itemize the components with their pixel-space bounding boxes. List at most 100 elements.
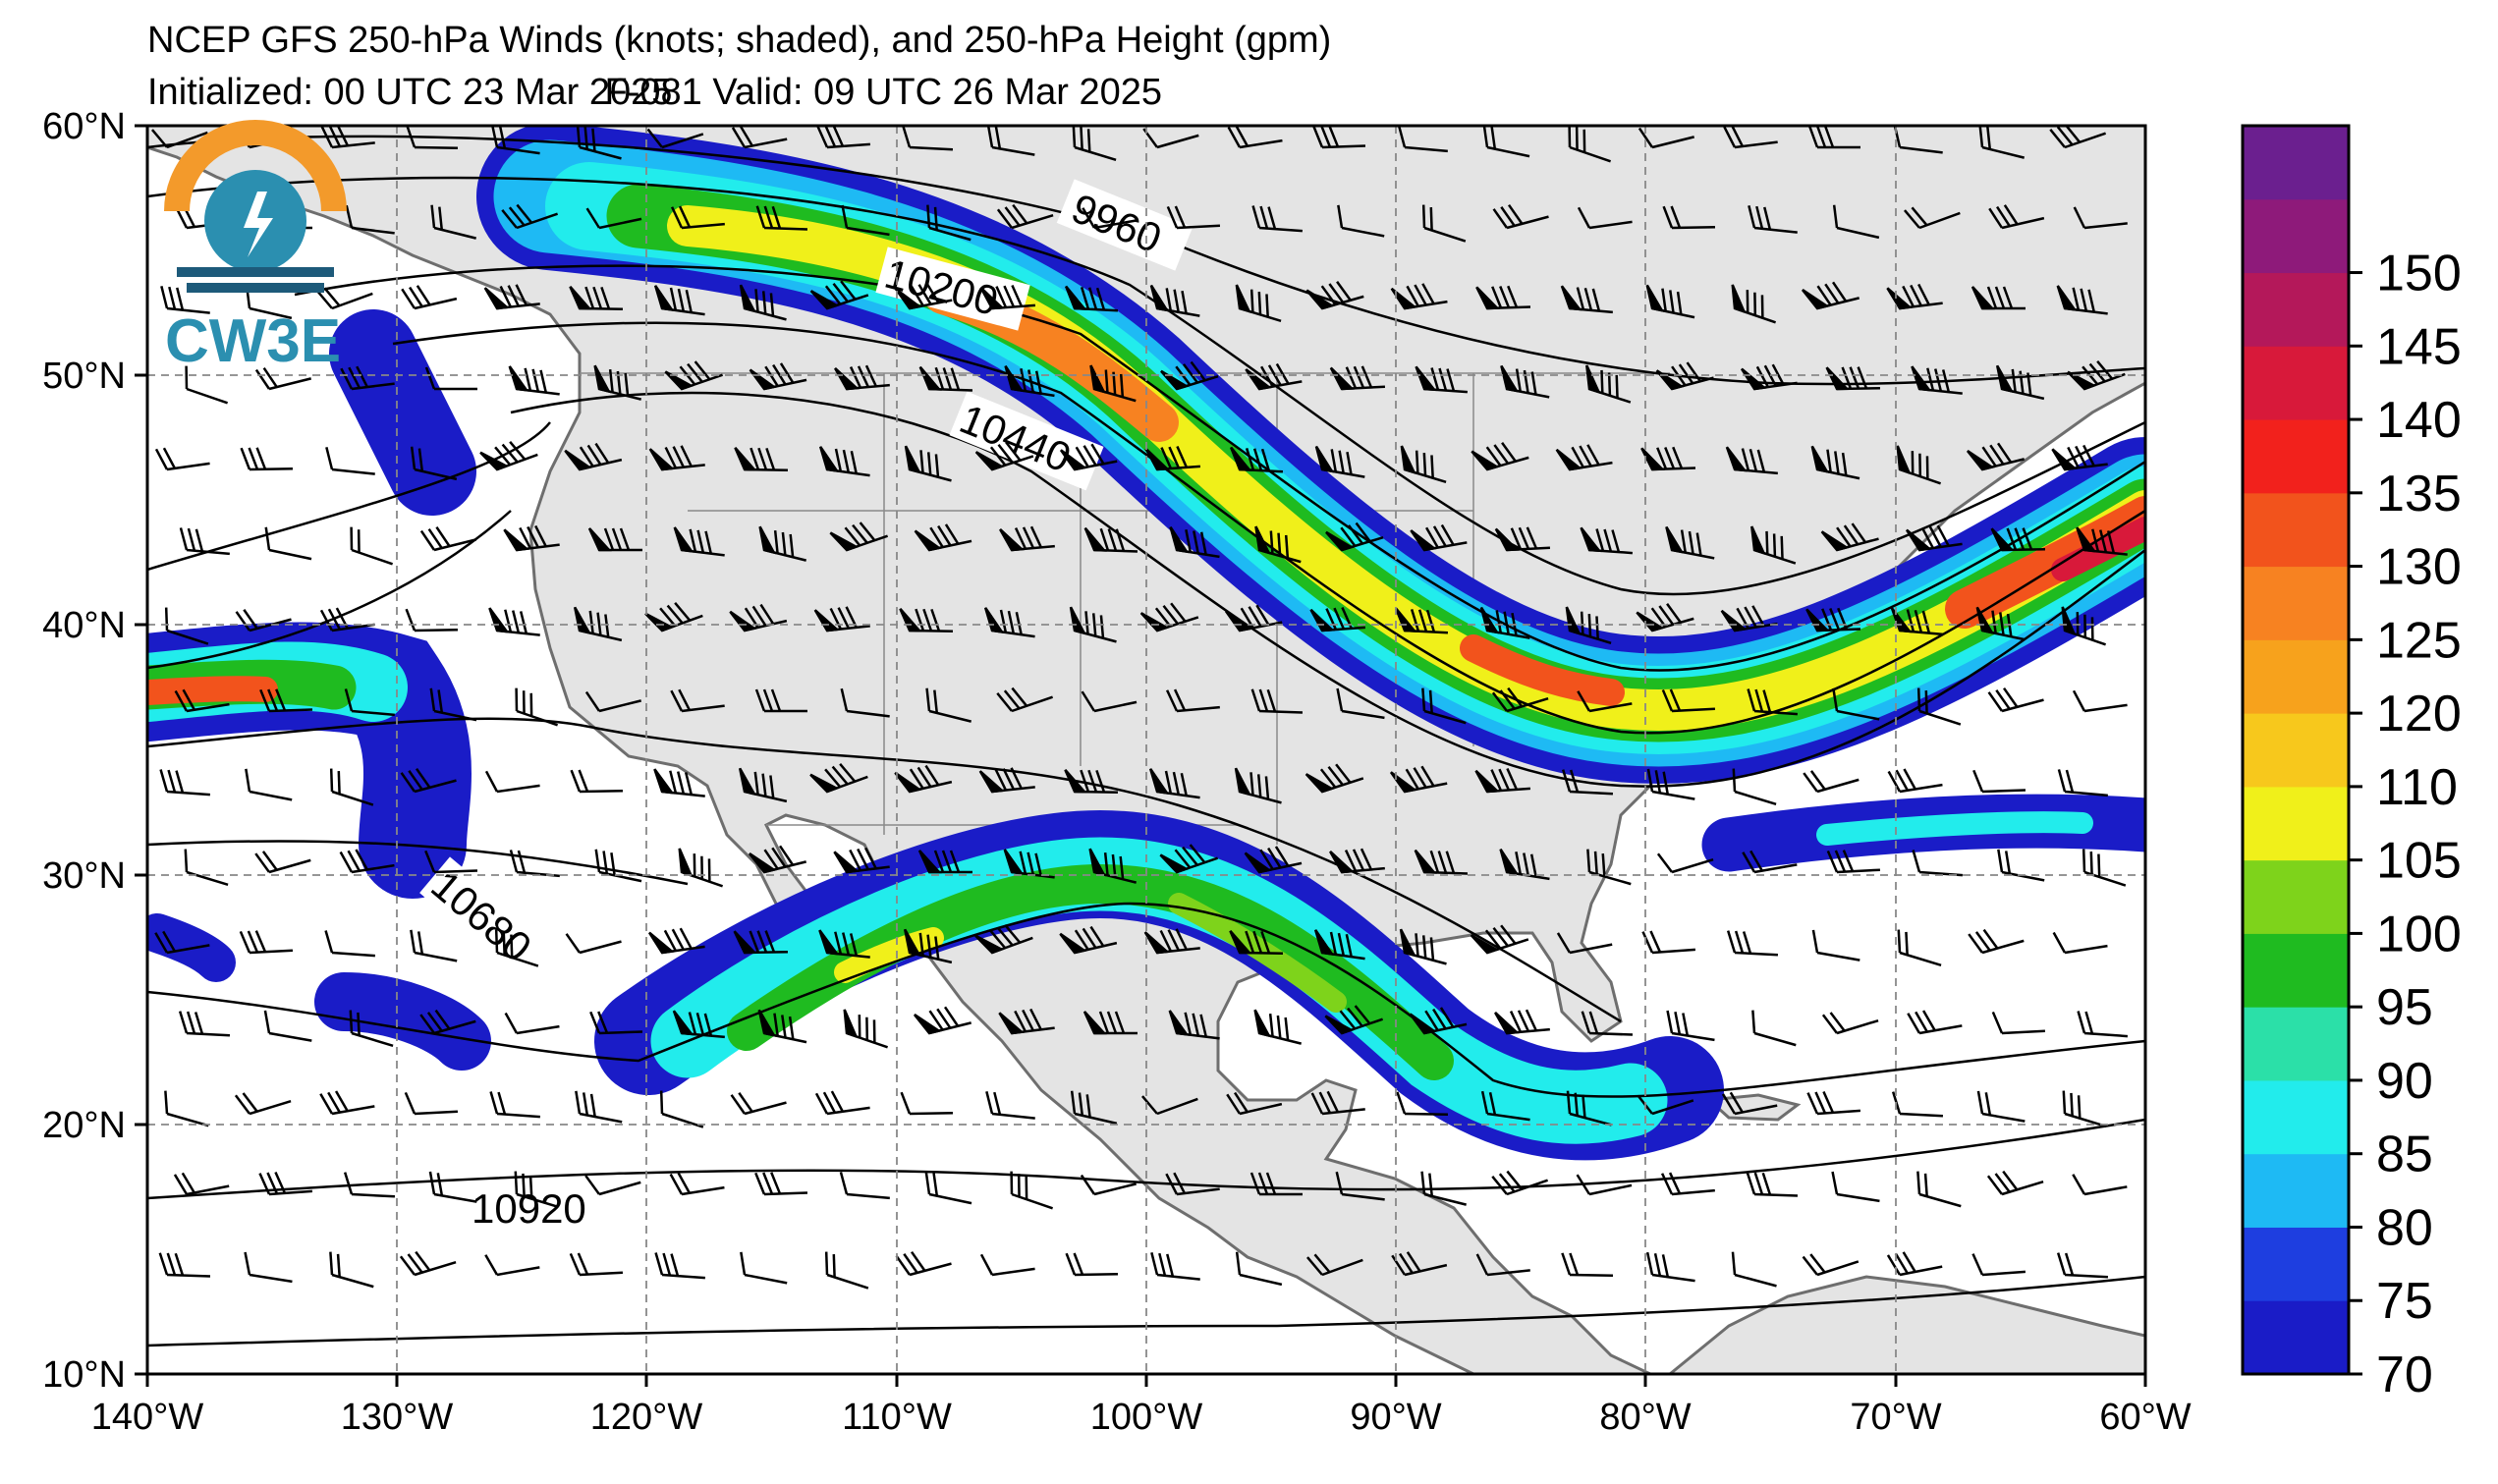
wind-barb — [1971, 286, 2026, 310]
jet-stream-subtropical — [594, 794, 2145, 1161]
lon-label-130w: 130°W — [341, 1397, 454, 1438]
wind-barb — [839, 1172, 890, 1200]
wind-barb — [670, 205, 725, 230]
lon-label-100w: 100°W — [1090, 1397, 1203, 1438]
wind-barb — [749, 362, 807, 391]
wind-barb — [758, 525, 806, 562]
colorbar-label: 80 — [2376, 1199, 2433, 1256]
wind-barb — [1491, 687, 1549, 713]
lat-lon-grid — [147, 126, 2145, 1374]
wind-barb — [1997, 849, 2045, 882]
wind-barb — [1244, 846, 1303, 874]
wind-barb — [924, 1171, 972, 1205]
wind-barb — [734, 447, 789, 472]
wind-barb — [1660, 1172, 1715, 1196]
wind-barb — [404, 1091, 459, 1116]
wind-barb — [1995, 364, 2045, 401]
colorbar-frame — [2241, 124, 2351, 1376]
lat-label-50n: 50°N — [42, 356, 126, 397]
wind-barb — [340, 365, 395, 391]
wind-barb — [1665, 525, 1715, 560]
wind-barb — [2077, 1011, 2128, 1038]
wind-barb — [647, 927, 705, 955]
wind-barb — [1831, 1171, 1880, 1203]
wind-barb — [974, 441, 1034, 471]
wind-barb — [974, 923, 1033, 955]
wind-barb — [501, 203, 559, 230]
wind-barb — [1556, 932, 1613, 955]
wind-barb — [254, 851, 311, 874]
colorbar-label: 130 — [2376, 539, 2462, 596]
valid-time-label: F-081 Valid: 09 UTC 26 Mar 2025 — [604, 72, 1162, 113]
wind-barb — [1329, 365, 1386, 391]
cw3e-logo: CW3E — [164, 120, 347, 375]
wind-barb — [733, 930, 789, 955]
latitude-labels: 10°N 20°N 30°N 40°N 50°N 60°N — [42, 106, 126, 1396]
colorbar-label: 105 — [2376, 833, 2462, 890]
wind-barb — [999, 525, 1055, 552]
wind-barb — [239, 930, 294, 955]
wind-barb — [979, 1253, 1035, 1277]
wind-barb — [410, 446, 458, 481]
wind-barb — [1139, 602, 1199, 632]
wind-barb — [1500, 364, 1550, 399]
wind-barb — [594, 849, 642, 883]
wind-barb — [834, 364, 890, 391]
wind-barb — [1976, 1090, 2026, 1123]
wind-barb — [399, 1250, 457, 1277]
wind-barb — [740, 1251, 788, 1285]
wind-barb — [1329, 848, 1385, 874]
wind-barb — [1577, 690, 1633, 713]
wind-barb — [754, 1172, 808, 1196]
wind-barb — [809, 762, 868, 794]
wind-barb — [1991, 1011, 2046, 1035]
wind-barb — [489, 1091, 540, 1119]
colorbar-label: 120 — [2376, 686, 2462, 742]
wind-barb — [158, 1252, 211, 1278]
wind-barb — [2056, 285, 2108, 315]
wind-barb — [1065, 285, 1119, 312]
wind-barb — [1826, 850, 1881, 874]
colorbar-swatch — [2243, 1300, 2349, 1375]
wind-barb — [484, 1254, 540, 1277]
wind-barb — [1821, 1012, 1879, 1035]
wind-barb — [996, 203, 1054, 230]
lat-label-60n: 60°N — [42, 106, 126, 147]
wind-barb — [1397, 126, 1448, 153]
colorbar-swatch — [2243, 933, 2349, 1008]
wind-barb — [654, 1252, 705, 1280]
lightning-icon — [244, 192, 273, 257]
wind-barb — [1479, 606, 1530, 639]
wind-barb — [1409, 1007, 1468, 1035]
lat-label-40n: 40°N — [42, 605, 126, 646]
wind-barb — [1224, 604, 1283, 632]
wind-barb — [1396, 1091, 1449, 1117]
wind-barb — [1561, 1252, 1614, 1278]
wind-barb — [646, 128, 704, 149]
wind-barb — [164, 1090, 209, 1127]
wind-barb — [1250, 688, 1304, 714]
wind-barb — [1166, 205, 1221, 230]
wind-barb — [1803, 770, 1860, 794]
contour-label-10920: 10920 — [467, 1183, 614, 1232]
colorbar-label: 75 — [2376, 1273, 2433, 1330]
wind-barb — [2072, 1174, 2128, 1196]
wind-barb — [926, 204, 971, 242]
wind-barb — [1080, 1174, 1137, 1196]
wind-barb — [833, 847, 890, 874]
wind-barb — [2052, 931, 2108, 955]
wind-barb — [1966, 442, 2025, 471]
wind-barb — [154, 447, 210, 471]
wind-barb — [178, 1011, 231, 1037]
wind-barb — [1555, 444, 1613, 471]
wind-barb — [1990, 527, 2046, 552]
wind-barb — [1083, 526, 1138, 553]
wind-barb — [1825, 366, 1881, 391]
wind-barb — [816, 126, 870, 149]
wind-barb — [164, 607, 209, 645]
wind-barb — [1421, 687, 1467, 725]
wind-barb — [1820, 522, 1879, 552]
jet-stream-north — [476, 126, 2145, 784]
wind-barb — [587, 527, 642, 552]
wind-barb — [1254, 525, 1302, 564]
